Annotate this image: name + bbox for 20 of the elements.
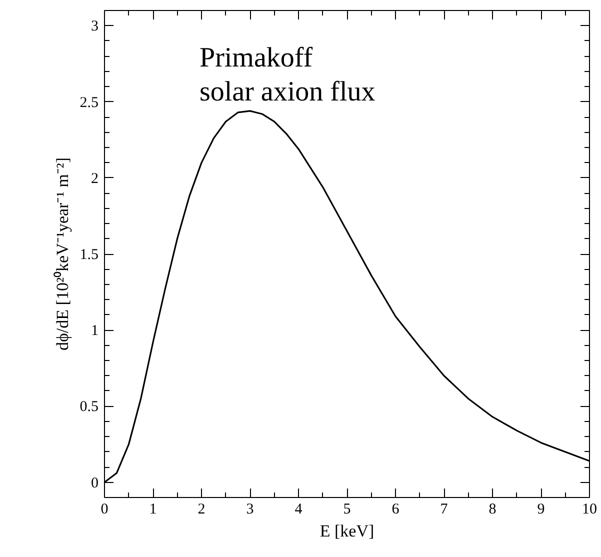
y-tick-label: 0 [91,475,98,492]
annotation: Primakoff solar axion flux [200,42,376,108]
x-tick-label: 10 [582,502,597,518]
x-tick-label: 9 [537,502,545,518]
y-tick-label: 2.5 [80,94,98,111]
y-tick-label: 0.5 [80,399,98,416]
x-tick-label: 1 [149,502,157,518]
y-tick-label: 3 [91,18,98,35]
y-tick-label: 1.5 [80,247,98,263]
x-tick-label: 8 [488,502,496,518]
x-tick-label: 2 [198,502,206,518]
y-axis-title: dϕ/dE [10²⁰keV⁻¹year⁻¹ m⁻²] [52,157,72,351]
x-tick-label: 5 [343,502,351,518]
x-tick-label: 3 [246,502,254,518]
x-tick-label: 7 [440,502,448,518]
x-tick-label: 4 [294,502,303,518]
x-tick-label: 6 [392,502,400,518]
y-tick-label: 2 [91,170,98,187]
x-axis-title: E [keV] [320,522,374,540]
y-tick-label: 1 [91,323,98,340]
